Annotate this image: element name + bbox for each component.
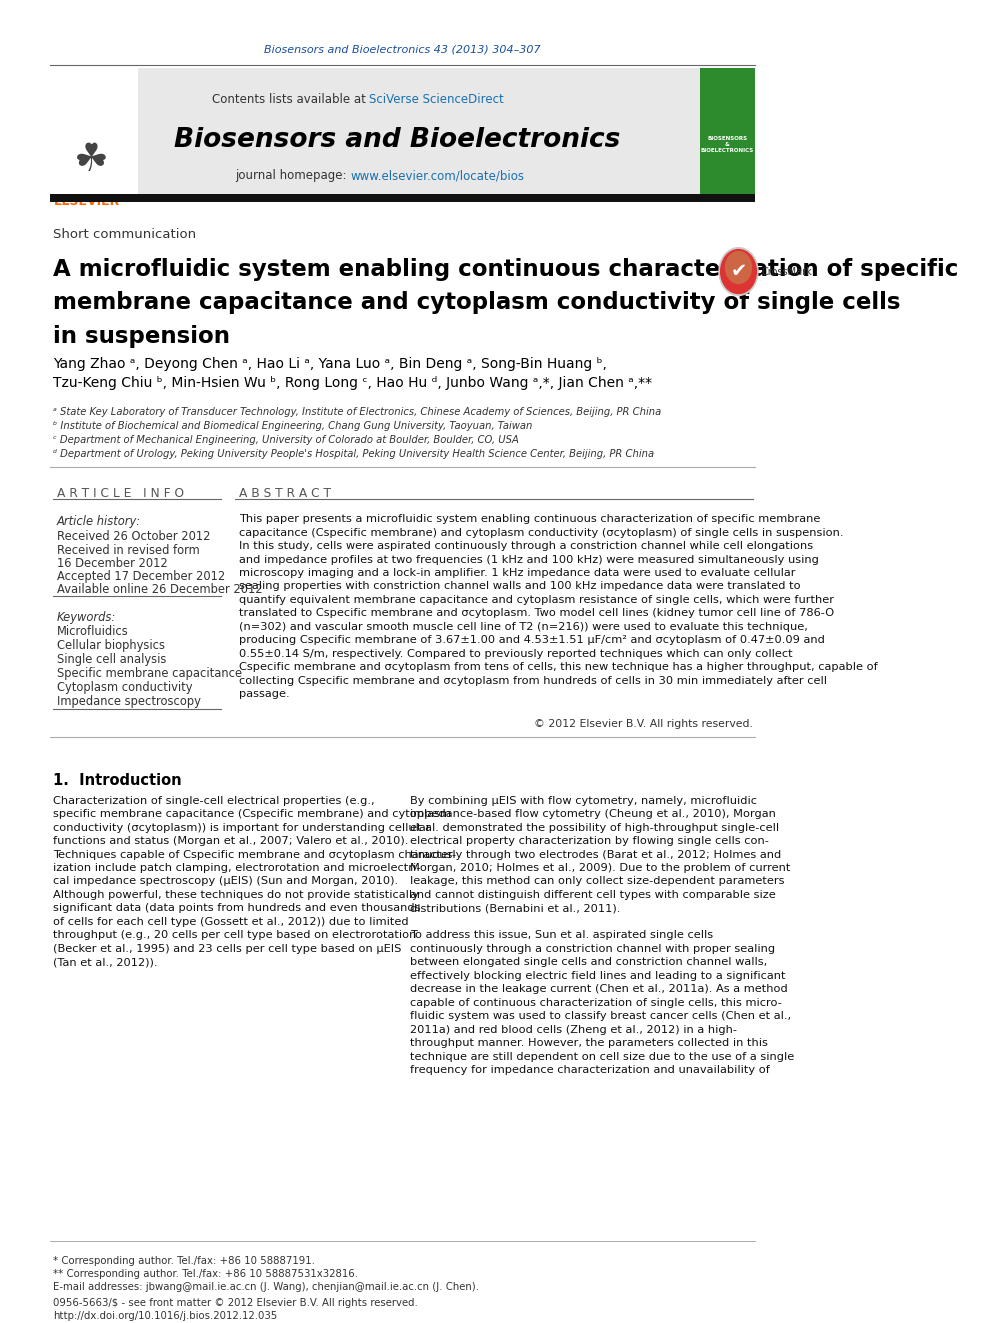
Text: tinuously through two electrodes (Barat et al., 2012; Holmes and: tinuously through two electrodes (Barat … <box>410 849 781 860</box>
Text: fluidic system was used to classify breast cancer cells (Chen et al.,: fluidic system was used to classify brea… <box>410 1011 791 1021</box>
FancyBboxPatch shape <box>51 67 699 197</box>
FancyBboxPatch shape <box>51 193 755 201</box>
Text: www.elsevier.com/locate/bios: www.elsevier.com/locate/bios <box>350 169 525 183</box>
Text: Impedance spectroscopy: Impedance spectroscopy <box>57 695 200 708</box>
Text: microscopy imaging and a lock-in amplifier. 1 kHz impedance data were used to ev: microscopy imaging and a lock-in amplifi… <box>239 568 796 578</box>
Text: throughput manner. However, the parameters collected in this: throughput manner. However, the paramete… <box>410 1039 768 1048</box>
Circle shape <box>720 250 756 294</box>
Text: BIOSENSORS
&
BIOELECTRONICS: BIOSENSORS & BIOELECTRONICS <box>700 136 754 153</box>
Text: producing Cspecific membrane of 3.67±1.00 and 4.53±1.51 μF/cm² and σcytoplasm of: producing Cspecific membrane of 3.67±1.0… <box>239 635 825 646</box>
Text: collecting Cspecific membrane and σcytoplasm from hundreds of cells in 30 min im: collecting Cspecific membrane and σcytop… <box>239 676 827 685</box>
Text: 1.  Introduction: 1. Introduction <box>53 773 182 787</box>
Text: capacitance (Cspecific membrane) and cytoplasm conductivity (σcytoplasm) of sing: capacitance (Cspecific membrane) and cyt… <box>239 528 844 537</box>
Text: Article history:: Article history: <box>57 515 141 528</box>
Text: http://dx.doi.org/10.1016/j.bios.2012.12.035: http://dx.doi.org/10.1016/j.bios.2012.12… <box>53 1311 277 1320</box>
Text: By combining μEIS with flow cytometry, namely, microfluidic: By combining μEIS with flow cytometry, n… <box>410 795 757 806</box>
Text: Yang Zhao ᵃ, Deyong Chen ᵃ, Hao Li ᵃ, Yana Luo ᵃ, Bin Deng ᵃ, Song-Bin Huang ᵇ,: Yang Zhao ᵃ, Deyong Chen ᵃ, Hao Li ᵃ, Ya… <box>53 357 607 372</box>
Text: Biosensors and Bioelectronics: Biosensors and Bioelectronics <box>175 127 621 152</box>
Text: Although powerful, these techniques do not provide statistically: Although powerful, these techniques do n… <box>53 890 419 900</box>
Text: Techniques capable of Cspecific membrane and σcytoplasm character-: Techniques capable of Cspecific membrane… <box>53 849 456 860</box>
Text: 2011a) and red blood cells (Zheng et al., 2012) in a high-: 2011a) and red blood cells (Zheng et al.… <box>410 1025 737 1035</box>
Text: Morgan, 2010; Holmes et al., 2009). Due to the problem of current: Morgan, 2010; Holmes et al., 2009). Due … <box>410 863 791 873</box>
Circle shape <box>719 247 758 295</box>
Text: Cspecific membrane and σcytoplasm from tens of cells, this new technique has a h: Cspecific membrane and σcytoplasm from t… <box>239 663 878 672</box>
Text: in suspension: in suspension <box>53 325 230 348</box>
Circle shape <box>725 251 752 283</box>
Text: conductivity (σcytoplasm)) is important for understanding cellular: conductivity (σcytoplasm)) is important … <box>53 823 431 832</box>
Text: 16 December 2012: 16 December 2012 <box>57 557 168 570</box>
Text: ᶜ Department of Mechanical Engineering, University of Colorado at Boulder, Bould: ᶜ Department of Mechanical Engineering, … <box>53 435 519 446</box>
Text: membrane capacitance and cytoplasm conductivity of single cells: membrane capacitance and cytoplasm condu… <box>53 291 901 315</box>
Text: impedance-based flow cytometry (Cheung et al., 2010), Morgan: impedance-based flow cytometry (Cheung e… <box>410 810 776 819</box>
Text: (n=302) and vascular smooth muscle cell line of T2 (n=216)) were used to evaluat: (n=302) and vascular smooth muscle cell … <box>239 622 808 632</box>
Text: throughput (e.g., 20 cells per cell type based on electrorotation: throughput (e.g., 20 cells per cell type… <box>53 930 416 941</box>
Text: cal impedance spectroscopy (μEIS) (Sun and Morgan, 2010).: cal impedance spectroscopy (μEIS) (Sun a… <box>53 876 398 886</box>
Text: ☘: ☘ <box>74 140 109 179</box>
Text: effectively blocking electric field lines and leading to a significant: effectively blocking electric field line… <box>410 971 786 980</box>
Text: In this study, cells were aspirated continuously through a constriction channel : In this study, cells were aspirated cont… <box>239 541 813 552</box>
FancyBboxPatch shape <box>699 67 755 197</box>
Text: specific membrane capacitance (Cspecific membrane) and cytoplasm: specific membrane capacitance (Cspecific… <box>53 810 450 819</box>
Text: significant data (data points from hundreds and even thousands: significant data (data points from hundr… <box>53 904 421 913</box>
Text: A B S T R A C T: A B S T R A C T <box>239 487 331 500</box>
Text: ✔: ✔ <box>730 262 747 280</box>
Text: To address this issue, Sun et al. aspirated single cells: To address this issue, Sun et al. aspira… <box>410 930 713 941</box>
Text: Received 26 October 2012: Received 26 October 2012 <box>57 531 210 542</box>
Text: Cellular biophysics: Cellular biophysics <box>57 639 165 652</box>
Text: (Becker et al., 1995) and 23 cells per cell type based on μEIS: (Becker et al., 1995) and 23 cells per c… <box>53 943 401 954</box>
Text: leakage, this method can only collect size-dependent parameters: leakage, this method can only collect si… <box>410 876 785 886</box>
Text: ization include patch clamping, electrorotation and microelectri-: ization include patch clamping, electror… <box>53 863 421 873</box>
Text: between elongated single cells and constriction channel walls,: between elongated single cells and const… <box>410 958 767 967</box>
Text: Single cell analysis: Single cell analysis <box>57 652 167 665</box>
Text: * Corresponding author. Tel./fax: +86 10 58887191.: * Corresponding author. Tel./fax: +86 10… <box>53 1256 314 1266</box>
Text: Keywords:: Keywords: <box>57 611 116 624</box>
Text: continuously through a constriction channel with proper sealing: continuously through a constriction chan… <box>410 943 775 954</box>
Text: electrical property characterization by flowing single cells con-: electrical property characterization by … <box>410 836 769 845</box>
Text: 0.55±0.14 S/m, respectively. Compared to previously reported techniques which ca: 0.55±0.14 S/m, respectively. Compared to… <box>239 648 793 659</box>
FancyBboxPatch shape <box>51 67 138 197</box>
Text: A R T I C L E   I N F O: A R T I C L E I N F O <box>57 487 184 500</box>
Text: ᵇ Institute of Biochemical and Biomedical Engineering, Chang Gung University, Ta: ᵇ Institute of Biochemical and Biomedica… <box>53 421 532 431</box>
Text: (Tan et al., 2012)).: (Tan et al., 2012)). <box>53 958 158 967</box>
Text: This paper presents a microfluidic system enabling continuous characterization o: This paper presents a microfluidic syste… <box>239 515 820 524</box>
Text: SciVerse ScienceDirect: SciVerse ScienceDirect <box>369 94 504 106</box>
Text: passage.: passage. <box>239 689 290 700</box>
Text: and impedance profiles at two frequencies (1 kHz and 100 kHz) were measured simu: and impedance profiles at two frequencie… <box>239 554 819 565</box>
Text: Available online 26 December 2012: Available online 26 December 2012 <box>57 583 263 595</box>
Text: journal homepage:: journal homepage: <box>235 169 350 183</box>
Text: and cannot distinguish different cell types with comparable size: and cannot distinguish different cell ty… <box>410 890 776 900</box>
Text: Cytoplasm conductivity: Cytoplasm conductivity <box>57 681 192 693</box>
Text: quantify equivalent membrane capacitance and cytoplasm resistance of single cell: quantify equivalent membrane capacitance… <box>239 595 834 605</box>
Text: Accepted 17 December 2012: Accepted 17 December 2012 <box>57 570 225 583</box>
Text: Microfluidics: Microfluidics <box>57 624 129 638</box>
Text: Biosensors and Bioelectronics 43 (2013) 304–307: Biosensors and Bioelectronics 43 (2013) … <box>264 45 541 56</box>
Text: of cells for each cell type (Gossett et al., 2012)) due to limited: of cells for each cell type (Gossett et … <box>53 917 409 927</box>
Text: frequency for impedance characterization and unavailability of: frequency for impedance characterization… <box>410 1065 770 1076</box>
Text: Received in revised form: Received in revised form <box>57 544 199 557</box>
Text: decrease in the leakage current (Chen et al., 2011a). As a method: decrease in the leakage current (Chen et… <box>410 984 788 995</box>
Text: capable of continuous characterization of single cells, this micro-: capable of continuous characterization o… <box>410 998 782 1008</box>
Text: Characterization of single-cell electrical properties (e.g.,: Characterization of single-cell electric… <box>53 795 374 806</box>
Text: Contents lists available at: Contents lists available at <box>211 94 369 106</box>
Text: A microfluidic system enabling continuous characterization of specific: A microfluidic system enabling continuou… <box>53 258 958 280</box>
Text: CrossMark: CrossMark <box>761 266 812 277</box>
Text: 0956-5663/$ - see front matter © 2012 Elsevier B.V. All rights reserved.: 0956-5663/$ - see front matter © 2012 El… <box>53 1298 418 1307</box>
Text: Short communication: Short communication <box>53 228 195 241</box>
Text: et al. demonstrated the possibility of high-throughput single-cell: et al. demonstrated the possibility of h… <box>410 823 779 832</box>
Text: ELSEVIER: ELSEVIER <box>54 194 120 208</box>
Text: technique are still dependent on cell size due to the use of a single: technique are still dependent on cell si… <box>410 1052 794 1061</box>
Text: ** Corresponding author. Tel./fax: +86 10 58887531x32816.: ** Corresponding author. Tel./fax: +86 1… <box>53 1269 358 1279</box>
Text: distributions (Bernabini et al., 2011).: distributions (Bernabini et al., 2011). <box>410 904 620 913</box>
Text: Specific membrane capacitance: Specific membrane capacitance <box>57 667 242 680</box>
Text: functions and status (Morgan et al., 2007; Valero et al., 2010).: functions and status (Morgan et al., 200… <box>53 836 408 845</box>
Text: translated to Cspecific membrane and σcytoplasm. Two model cell lines (kidney tu: translated to Cspecific membrane and σcy… <box>239 609 834 618</box>
Text: sealing properties with constriction channel walls and 100 kHz impedance data we: sealing properties with constriction cha… <box>239 582 801 591</box>
Text: © 2012 Elsevier B.V. All rights reserved.: © 2012 Elsevier B.V. All rights reserved… <box>535 718 753 729</box>
Text: ᵈ Department of Urology, Peking University People's Hospital, Peking University : ᵈ Department of Urology, Peking Universi… <box>53 450 654 459</box>
Text: E-mail addresses: jbwang@mail.ie.ac.cn (J. Wang), chenjian@mail.ie.ac.cn (J. Che: E-mail addresses: jbwang@mail.ie.ac.cn (… <box>53 1282 479 1291</box>
Text: Tzu-Keng Chiu ᵇ, Min-Hsien Wu ᵇ, Rong Long ᶜ, Hao Hu ᵈ, Junbo Wang ᵃ,*, Jian Che: Tzu-Keng Chiu ᵇ, Min-Hsien Wu ᵇ, Rong Lo… <box>53 376 652 390</box>
Text: ᵃ State Key Laboratory of Transducer Technology, Institute of Electronics, Chine: ᵃ State Key Laboratory of Transducer Tec… <box>53 407 661 417</box>
